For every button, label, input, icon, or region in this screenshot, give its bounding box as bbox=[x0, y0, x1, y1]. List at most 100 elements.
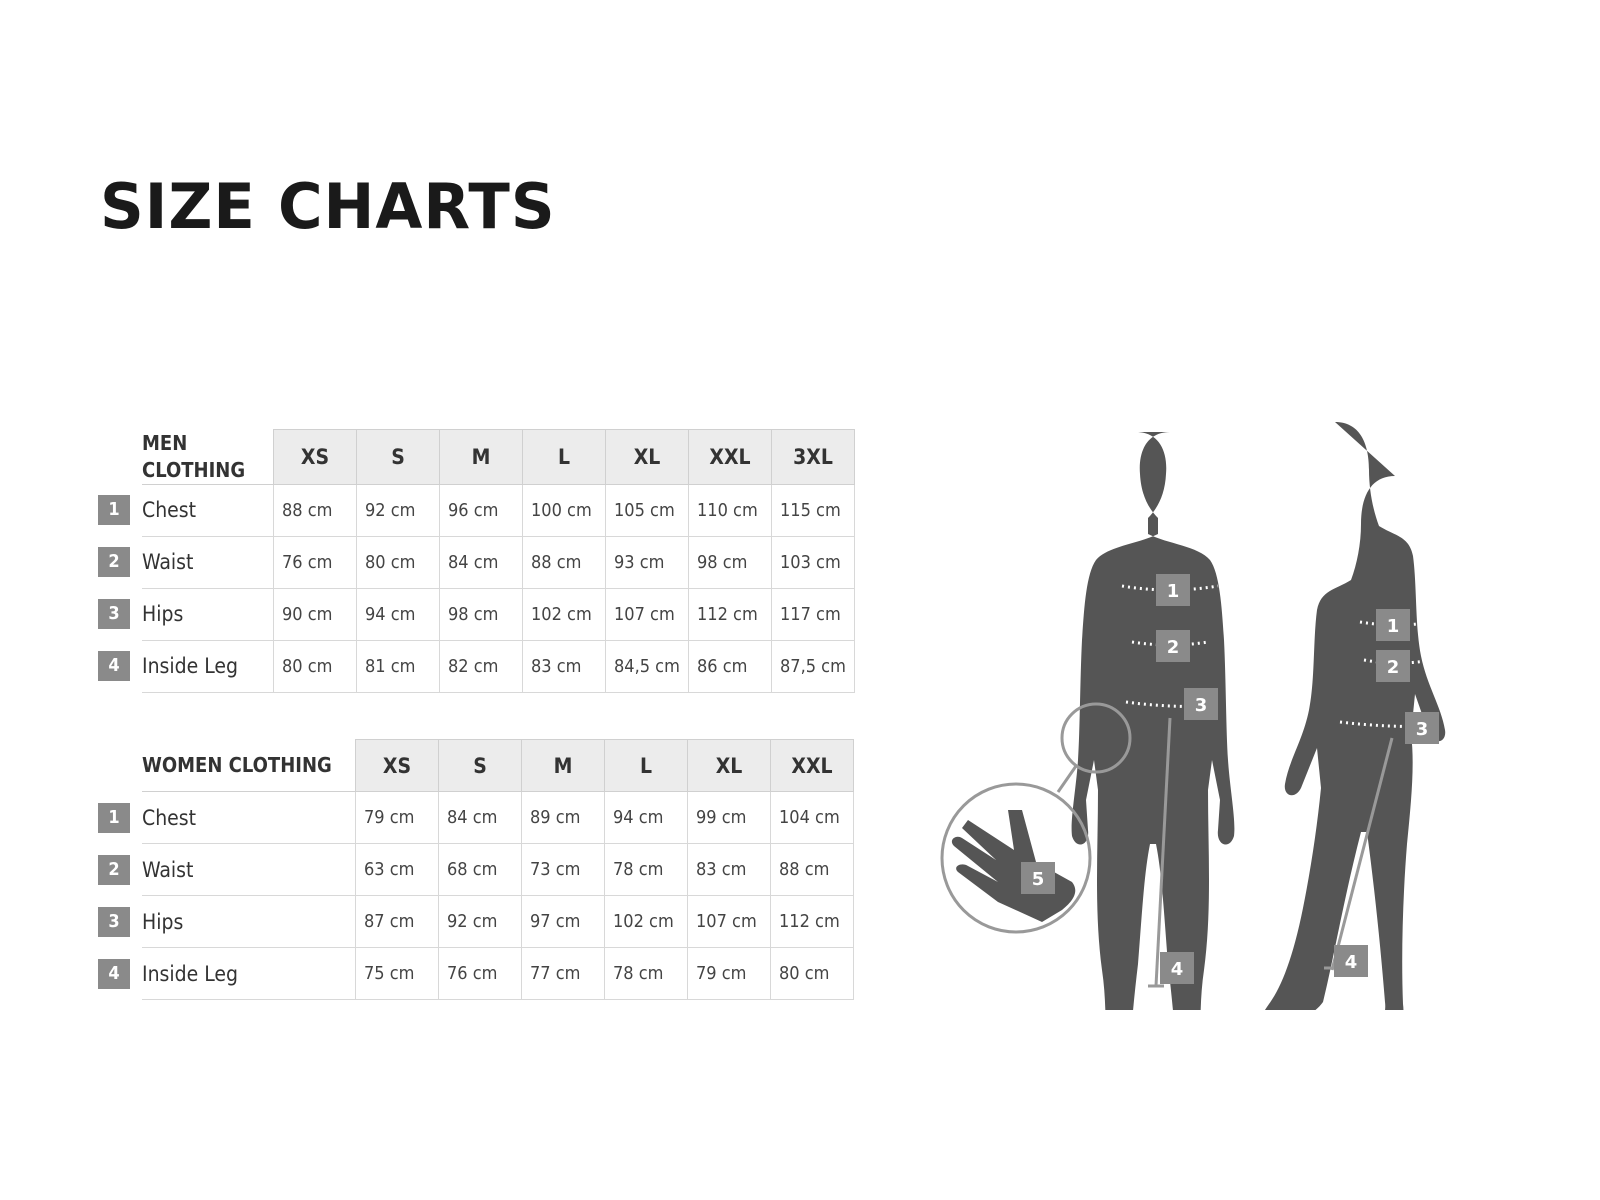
woman-marker-box bbox=[1376, 650, 1410, 682]
hand-marker-box bbox=[1021, 862, 1055, 894]
measurement-value: 73 cm bbox=[521, 843, 605, 896]
measurement-value: 99 cm bbox=[687, 791, 771, 844]
measurement-value: 88 cm bbox=[522, 535, 606, 589]
woman-marker-box bbox=[1334, 945, 1368, 977]
measurement-value: 88 cm bbox=[273, 483, 357, 537]
table-row: 3 Hips 90 cm 94 cm 98 cm 102 cm 107 cm 112 cm 11… bbox=[98, 587, 855, 641]
measurement-label: Inside Leg bbox=[142, 640, 274, 693]
measurement-value: 102 cm bbox=[522, 587, 606, 641]
table-row: 1 Chest 79 cm 84 cm 89 cm 94 cm 99 cm 104 cm bbox=[98, 791, 854, 844]
measurement-value: 90 cm bbox=[273, 587, 357, 641]
men-size-table: MEN CLOTHING XS S M L XL XXL 3XL 1 Chest 88 cm 92… bbox=[98, 429, 855, 693]
size-header-xxl: XXL bbox=[688, 429, 772, 485]
man-silhouette bbox=[1071, 432, 1235, 1010]
size-header-l: L bbox=[604, 739, 688, 792]
size-header-l: L bbox=[522, 429, 606, 485]
measurement-value: 98 cm bbox=[688, 535, 772, 589]
measurement-number-badge: 2 bbox=[98, 854, 130, 885]
measurement-value: 107 cm bbox=[687, 895, 771, 948]
measurement-value: 78 cm bbox=[604, 947, 688, 1000]
size-header-xs: XS bbox=[273, 429, 357, 485]
measurement-value: 103 cm bbox=[771, 535, 855, 589]
size-header-m: M bbox=[521, 739, 605, 792]
measurement-value: 89 cm bbox=[521, 791, 605, 844]
measurement-value: 86 cm bbox=[688, 639, 772, 693]
measurement-value: 93 cm bbox=[605, 535, 689, 589]
measurement-value: 92 cm bbox=[356, 483, 440, 537]
man-marker-box bbox=[1184, 688, 1218, 720]
measurement-value: 81 cm bbox=[356, 639, 440, 693]
man-marker: 3 bbox=[1195, 695, 1208, 716]
measurement-number-badge: 3 bbox=[98, 906, 130, 937]
measurement-value: 79 cm bbox=[687, 947, 771, 1000]
measurement-value: 92 cm bbox=[438, 895, 522, 948]
measurement-label: Waist bbox=[142, 536, 274, 589]
table-row: 2 Waist 76 cm 80 cm 84 cm 88 cm 93 cm 98 cm 103 … bbox=[98, 535, 855, 589]
measurement-number-badge: 1 bbox=[98, 495, 130, 525]
measurement-value: 112 cm bbox=[770, 895, 854, 948]
measurement-value: 105 cm bbox=[605, 483, 689, 537]
measurement-number-badge: 1 bbox=[98, 802, 130, 833]
measurement-value: 100 cm bbox=[522, 483, 606, 537]
measurement-value: 107 cm bbox=[605, 587, 689, 641]
measurement-value: 87,5 cm bbox=[771, 639, 855, 693]
woman-marker: 3 bbox=[1416, 719, 1429, 740]
measurement-number-badge: 4 bbox=[98, 651, 130, 681]
measurement-value: 84,5 cm bbox=[605, 639, 689, 693]
measurement-value: 104 cm bbox=[770, 791, 854, 844]
measurement-value: 80 cm bbox=[273, 639, 357, 693]
measurement-label: Chest bbox=[142, 484, 274, 537]
measurement-label: Chest bbox=[142, 791, 356, 844]
hand-icon bbox=[951, 810, 1076, 922]
man-marker: 2 bbox=[1167, 637, 1180, 658]
measurement-value: 75 cm bbox=[355, 947, 439, 1000]
measurement-value: 88 cm bbox=[770, 843, 854, 896]
woman-marker: 1 bbox=[1387, 616, 1400, 637]
measurement-value: 110 cm bbox=[688, 483, 772, 537]
size-header-xl: XL bbox=[687, 739, 771, 792]
woman-marker: 4 bbox=[1345, 952, 1358, 973]
size-header-s: S bbox=[438, 739, 522, 792]
women-table-caption: WOMEN CLOTHING bbox=[142, 739, 356, 792]
man-marker: 1 bbox=[1167, 581, 1180, 602]
table-row: 1 Chest 88 cm 92 cm 96 cm 100 cm 105 cm 110 cm 1… bbox=[98, 483, 855, 537]
women-size-table: WOMEN CLOTHING XS S M L XL XXL 1 Chest 79 cm 84 … bbox=[98, 739, 854, 1000]
size-header-xs: XS bbox=[355, 739, 439, 792]
measurement-value: 115 cm bbox=[771, 483, 855, 537]
measurement-label: Hips bbox=[142, 588, 274, 641]
measurement-value: 84 cm bbox=[438, 791, 522, 844]
size-header-m: M bbox=[439, 429, 523, 485]
measurement-value: 83 cm bbox=[687, 843, 771, 896]
measurement-label: Hips bbox=[142, 895, 356, 948]
woman-marker: 2 bbox=[1387, 657, 1400, 678]
measurement-value: 94 cm bbox=[604, 791, 688, 844]
measurement-value: 83 cm bbox=[522, 639, 606, 693]
size-header-s: S bbox=[356, 429, 440, 485]
page-title: SIZE CHARTS bbox=[100, 170, 556, 243]
measurement-illustration: 1 2 3 4 1 2 3 4 5 bbox=[940, 422, 1446, 1010]
measurement-label: Inside Leg bbox=[142, 947, 356, 1000]
woman-silhouette bbox=[1265, 422, 1446, 1010]
measurement-value: 82 cm bbox=[439, 639, 523, 693]
measurement-value: 77 cm bbox=[521, 947, 605, 1000]
measurement-value: 97 cm bbox=[521, 895, 605, 948]
measurement-number-badge: 4 bbox=[98, 958, 130, 989]
measurement-value: 78 cm bbox=[604, 843, 688, 896]
woman-marker-box bbox=[1405, 712, 1439, 744]
size-header-3xl: 3XL bbox=[771, 429, 855, 485]
man-marker-box bbox=[1156, 574, 1190, 606]
measurement-value: 94 cm bbox=[356, 587, 440, 641]
man-marker-box bbox=[1156, 630, 1190, 662]
table-row: 2 Waist 63 cm 68 cm 73 cm 78 cm 83 cm 88 cm bbox=[98, 843, 854, 896]
table-row: 4 Inside Leg 75 cm 76 cm 77 cm 78 cm 79 cm 80 c… bbox=[98, 947, 854, 1000]
measurement-value: 76 cm bbox=[273, 535, 357, 589]
measurement-value: 98 cm bbox=[439, 587, 523, 641]
measurement-value: 84 cm bbox=[439, 535, 523, 589]
measurement-value: 63 cm bbox=[355, 843, 439, 896]
table-row: 4 Inside Leg 80 cm 81 cm 82 cm 83 cm 84,5 cm 86… bbox=[98, 639, 855, 693]
man-marker: 4 bbox=[1171, 959, 1184, 980]
measurement-label: Waist bbox=[142, 843, 356, 896]
man-marker-box bbox=[1160, 952, 1194, 984]
measurement-value: 80 cm bbox=[770, 947, 854, 1000]
